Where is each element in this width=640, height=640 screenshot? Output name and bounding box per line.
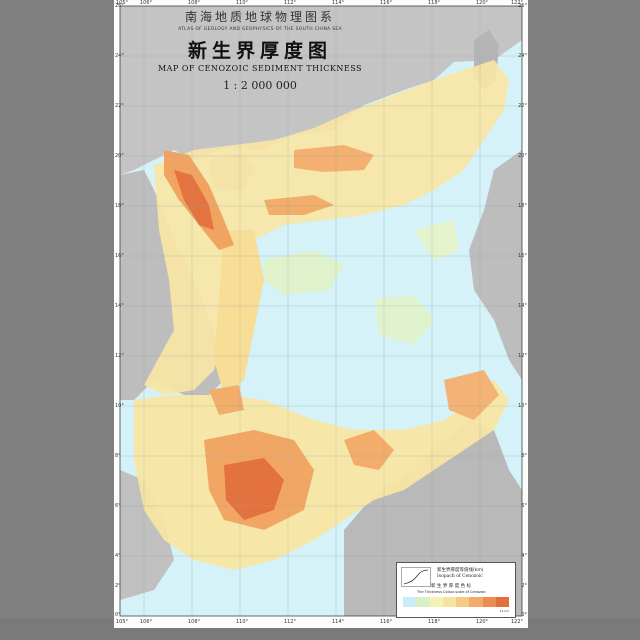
series-title-en: ATLAS OF GEOLOGY AND GEOPHYSICS OF THE S… [178,27,342,32]
lon-label-bottom: 122° [511,619,524,625]
map-title-cn: 新生界厚度图 [187,40,332,62]
legend-colour-scale-en: The Thickness Colour-scale of Cenozoic [417,590,486,594]
nw-borneo-basin [444,370,499,420]
lat-label-left: 2° [115,583,121,589]
lat-label-left: 18° [115,203,124,209]
lat-label-right: 2° [521,583,527,589]
legend-swatch [482,597,496,607]
map-scale: 1 : 2 000 000 [223,79,297,92]
land-malaya [120,470,174,600]
legend-swatch [416,597,430,607]
lon-label-bottom: 118° [428,619,441,625]
isopach-symbol [401,567,431,587]
lon-label-bottom: 110° [236,619,249,625]
lon-label-top: 112° [284,0,297,6]
right-margin [528,0,640,640]
lat-label-left: 16° [115,253,124,259]
lat-label-right: 14° [518,303,527,309]
lat-label-left: 12° [115,353,124,359]
lat-label-right: 24° [518,53,527,59]
lat-label-right: 6° [521,503,527,509]
series-title-cn: 南海地质地球物理图系 [184,10,335,24]
lat-label-right: 22° [518,103,527,109]
lon-label-top: 118° [428,0,441,6]
legend-ticks: 12 km [403,609,509,613]
lat-label-left: 10° [115,403,124,409]
lat-label-right: 8° [521,453,527,459]
lon-label-bottom: 114° [332,619,345,625]
lat-label-right: 12° [518,353,527,359]
lon-label-bottom: 106° [140,619,153,625]
graticule [120,6,522,616]
lat-label-left: 24° [115,53,124,59]
lat-label-right: 20° [518,153,527,159]
lon-label-bottom: 105° [116,619,129,625]
nam-con-son-core [224,458,284,520]
lon-label-bottom: 108° [188,619,201,625]
lat-label-left: 20° [115,153,124,159]
lat-label-left: 0° [115,612,121,618]
legend-label-en: Isopach of Cenozoic [437,574,483,579]
lon-label-top: 122° [511,0,524,6]
lat-label-left: 22° [115,103,124,109]
qiongdongnan-basin [264,195,334,215]
lat-label-right: 26° [518,3,527,9]
lon-label-top: 114° [332,0,345,6]
legend-unit: 12 km [499,609,509,613]
lon-label-top: 110° [236,0,249,6]
legend-swatch [495,597,509,607]
land-philippines [469,150,522,380]
lat-label-right: 16° [518,253,527,259]
lat-label-left: 6° [115,503,121,509]
lat-label-left: 26° [115,3,124,9]
land-china [120,6,522,175]
legend-swatch [442,597,456,607]
lon-label-bottom: 120° [476,619,489,625]
lon-label-bottom: 112° [284,619,297,625]
left-margin [0,0,114,640]
lon-label-bottom: 116° [380,619,393,625]
legend-swatch [403,597,417,607]
prm-basin [294,145,374,172]
lat-label-left: 8° [115,453,121,459]
lat-label-right: 0° [521,612,527,618]
lon-label-top: 105° [116,0,129,6]
lon-label-top: 106° [140,0,153,6]
lon-label-top: 108° [188,0,201,6]
map-frame [114,0,528,628]
title-block: 南海地质地球物理图系 ATLAS OF GEOLOGY AND GEOPHYSI… [140,8,380,92]
lat-label-left: 14° [115,303,124,309]
lat-label-left: 4° [115,553,121,559]
yinggehai-basin-core [174,170,214,230]
legend-swatch [429,597,443,607]
sarawak-basin [344,430,394,470]
legend-colour-bar [403,597,509,607]
legend-label-cn: 新生界厚度等值线(km) [437,568,484,573]
legend-swatch [469,597,483,607]
legend: 新生界厚度等值线(km) Isopach of Cenozoic 新 生 界 厚… [396,562,516,618]
neat-line [119,5,523,617]
legend-swatch [456,597,470,607]
slope-zone-3 [414,220,459,260]
slope-zone-2 [374,295,434,345]
lat-label-right: 18° [518,203,527,209]
shelf-south [134,380,509,570]
lon-label-top: 116° [380,0,393,6]
legend-colour-scale-cn: 新 生 界 厚 度 色 标 [431,584,472,589]
wan-an-basin [209,385,244,415]
lon-label-top: 120° [476,0,489,6]
thickness-map [119,5,523,617]
slope-zone-1 [264,250,344,295]
shelf-west [214,230,264,395]
lat-label-right: 4° [521,553,527,559]
map-sheet: 南海地质地球物理图系 ATLAS OF GEOLOGY AND GEOPHYSI… [114,0,528,628]
shelf-north [144,60,509,395]
map-title-en: MAP OF CENOZOIC SEDIMENT THICKNESS [157,64,363,73]
lat-label-right: 10° [518,403,527,409]
